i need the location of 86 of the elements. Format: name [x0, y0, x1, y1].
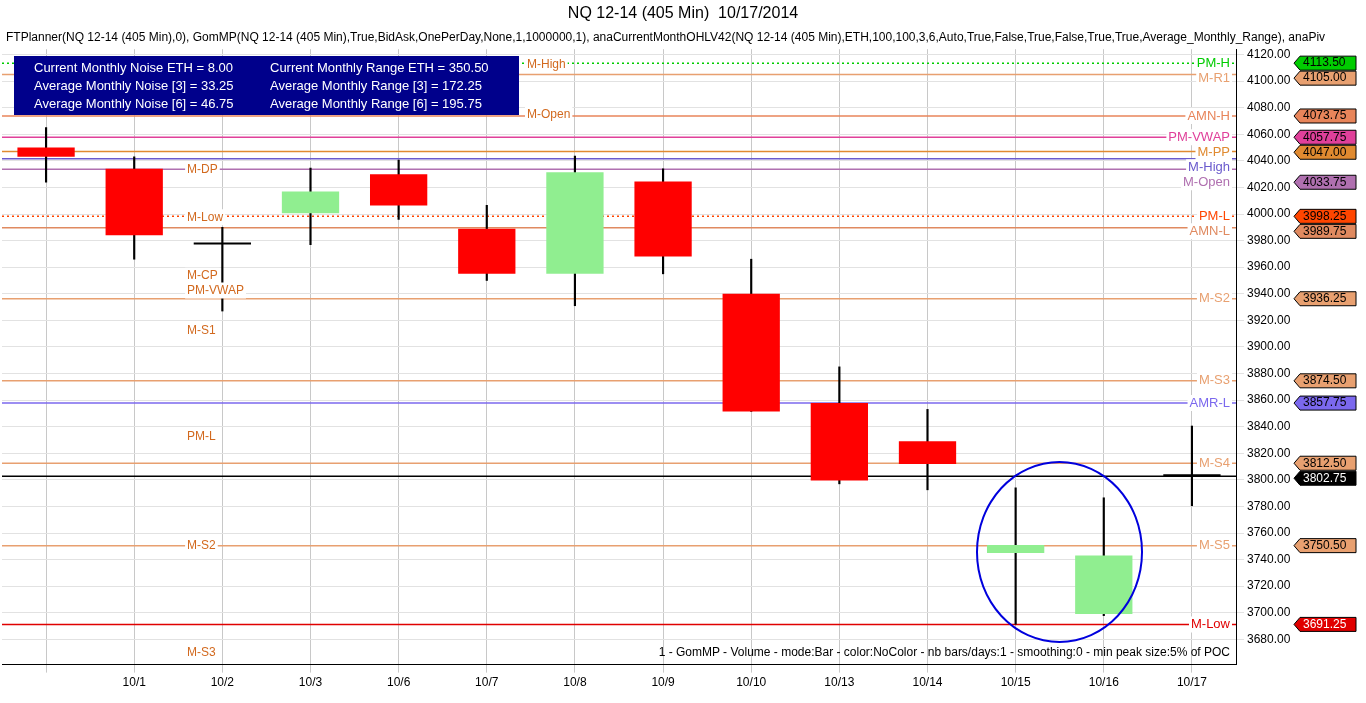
x-tick-label: 10/17 [1176, 675, 1208, 690]
y-tick-label: 3840.00 [1247, 418, 1291, 433]
y-tick-label: 4040.00 [1247, 153, 1291, 168]
annotation: Average Monthly Range [6] = 195.75 [270, 96, 483, 112]
x-tick-label: 10/6 [386, 675, 411, 690]
text: 4073.75 [1303, 108, 1347, 123]
ref-line-label: M-PP [1197, 143, 1230, 159]
y-tick-label: 3920.00 [1247, 312, 1291, 327]
ref-line-label: PM-H [1196, 54, 1230, 70]
ref-line-label: AMN-H [1187, 107, 1230, 123]
annotation: PM-VWAP [187, 282, 244, 297]
text: 3802.75 [1303, 470, 1347, 485]
annotation: Current Monthly Noise ETH = 8.00 [34, 60, 235, 76]
annotation: Average Monthly Noise [3] = 33.25 [34, 78, 235, 94]
ref-line-label: M-S4 [1198, 454, 1230, 470]
text: 3750.50 [1303, 537, 1347, 552]
x-tick-label: 10/16 [1088, 675, 1120, 690]
y-tick-label: 3780.00 [1247, 498, 1291, 513]
x-tick-label: 10/14 [912, 675, 943, 690]
ref-line-label: M-S2 [1198, 290, 1230, 306]
text: 4057.75 [1303, 129, 1347, 144]
y-tick-label: 3960.00 [1247, 259, 1291, 274]
y-tick-label: 4120.00 [1247, 46, 1291, 61]
annotation: M-DP [187, 162, 218, 177]
y-tick-label: 4000.00 [1247, 206, 1291, 221]
annotation: M-S3 [187, 644, 217, 659]
text: 3998.25 [1303, 208, 1347, 223]
ref-line-label: AMN-L [1189, 222, 1230, 238]
ref-line-label: M-S3 [1198, 372, 1230, 388]
ref-line-label: AMR-L [1189, 394, 1230, 410]
x-tick-label: 10/2 [210, 675, 235, 690]
y-tick-label: 3860.00 [1247, 392, 1291, 407]
ref-line-label: M-S5 [1198, 537, 1230, 553]
text: 4113.50 [1303, 55, 1346, 70]
chart-title: NQ 12-14 (405 Min) 10/17/2014 [567, 4, 799, 22]
annotation: Current Monthly Range ETH = 350.50 [270, 60, 490, 76]
annotation: M-Low [187, 209, 224, 224]
ref-line-label: M-High [1188, 158, 1230, 174]
text: FTPlanner(NQ 12-14 (405 Min),0), GomMP(NQ 12-14 (405 Min),True,BidAsk,OnePerDay,None,1,1000000,1), anaCurrentMonthOHLV42(NQ 12-14 (405 Min),ETH,100,100,3,6,Auto,True,False,True,False,True,True,Average_Monthly_Range), anaPiv [6, 29, 1326, 44]
y-tick-label: 4080.00 [1247, 100, 1291, 114]
x-tick-label: 10/1 [122, 675, 147, 690]
annotation: M-S1 [187, 323, 217, 338]
text: 4047.00 [1303, 144, 1347, 159]
y-tick-label: 3880.00 [1247, 365, 1291, 380]
y-tick-label: 3900.00 [1247, 339, 1291, 354]
ref-line-label: M-Low [1190, 615, 1231, 631]
y-tick-label: 3740.00 [1247, 551, 1291, 566]
text: 4105.00 [1303, 70, 1347, 85]
y-tick-label: 3720.00 [1247, 578, 1291, 593]
y-tick-label: 4100.00 [1247, 73, 1291, 88]
x-tick-label: 10/13 [824, 675, 855, 690]
text: 3857.75 [1303, 395, 1347, 410]
y-tick-label: 4020.00 [1247, 179, 1291, 194]
x-tick-label: 10/7 [475, 675, 499, 690]
annotation: Average Monthly Noise [6] = 46.75 [34, 96, 235, 112]
y-tick-label: 3700.00 [1247, 605, 1291, 620]
y-tick-label: 3820.00 [1247, 445, 1291, 460]
y-tick-label: 3980.00 [1247, 232, 1291, 247]
text: 4033.75 [1303, 174, 1347, 189]
annotation: 1 - GomMP - Volume - mode:Bar - color:NoColor - nb bars/days:1 - smoothing:0 - min peak size:5% of POC [658, 644, 1231, 659]
x-tick-label: 10/15 [1000, 675, 1031, 690]
ref-line-label: PM-VWAP [1168, 128, 1230, 144]
y-tick-label: 3680.00 [1247, 631, 1291, 646]
x-tick-label: 10/8 [563, 675, 587, 690]
y-tick-label: 3800.00 [1247, 472, 1291, 487]
y-tick-label: 3940.00 [1247, 286, 1291, 301]
candlestick [281, 167, 340, 245]
annotation: M-Open [527, 106, 571, 121]
annotation: PM-L [187, 428, 217, 443]
x-tick-label: 10/10 [736, 675, 767, 690]
x-tick-label: 10/3 [298, 675, 323, 690]
text: 3812.50 [1303, 455, 1347, 470]
text: 3989.75 [1303, 223, 1347, 238]
annotation: M-CP [187, 267, 218, 282]
text: 3936.25 [1303, 291, 1347, 306]
y-tick-label: 4060.00 [1247, 126, 1291, 141]
ref-line-label: PM-L [1198, 207, 1230, 223]
ref-line-label: M-Open [1183, 173, 1230, 189]
annotation: M-High [527, 56, 566, 71]
y-tick-label: 3760.00 [1247, 525, 1291, 540]
annotation: M-S2 [187, 537, 217, 552]
annotation: Average Monthly Range [3] = 172.25 [270, 78, 483, 94]
ref-line-label: M-R1 [1198, 69, 1230, 85]
text: 3874.50 [1303, 373, 1347, 388]
text: 3691.25 [1303, 616, 1347, 631]
x-tick-label: 10/9 [651, 675, 676, 690]
